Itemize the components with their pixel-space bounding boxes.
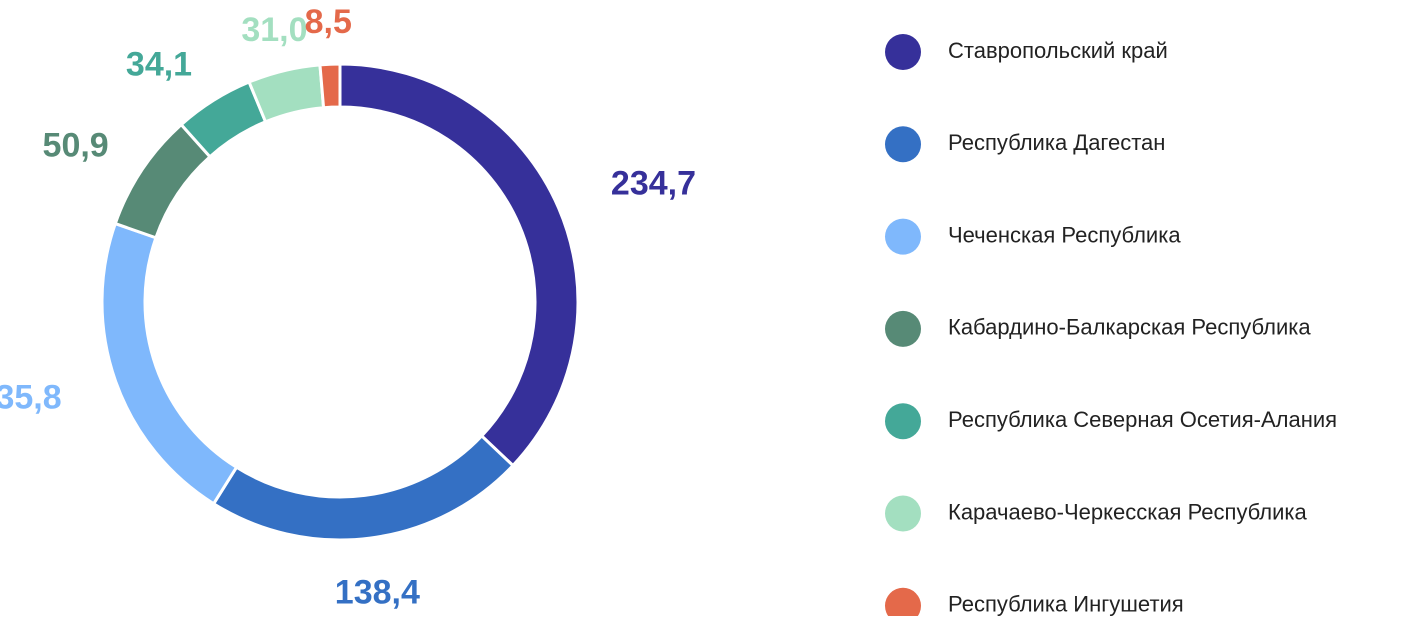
legend-marker	[885, 403, 921, 440]
value-label: 138,4	[335, 574, 420, 612]
value-label: 31,0	[241, 11, 307, 49]
value-label: 135,8	[0, 379, 62, 417]
legend-label: Республика Дагестан	[948, 130, 1165, 155]
legend-label: Республика Северная Осетия-Алания	[948, 407, 1337, 432]
legend-label: Ставропольский край	[948, 38, 1168, 63]
legend-label: Республика Ингушетия	[948, 592, 1184, 616]
donut-segment	[338, 62, 580, 468]
legend-marker	[885, 310, 921, 347]
legend-label: Кабардино-Балкарская Республика	[948, 315, 1311, 340]
legend-marker	[885, 34, 921, 70]
donut-segment	[211, 433, 516, 542]
value-label: 34,1	[126, 46, 192, 84]
legend-marker	[885, 218, 921, 255]
legend-marker	[885, 495, 921, 532]
donut-segment	[100, 221, 239, 506]
legend-marker	[885, 126, 921, 163]
donut-segment	[318, 62, 342, 110]
value-label: 8,5	[305, 3, 352, 41]
legend-marker	[885, 587, 921, 621]
value-label: 50,9	[43, 127, 109, 165]
value-label: 234,7	[611, 164, 696, 202]
legend-label: Чеченская Республика	[948, 222, 1181, 247]
legend-label: Карачаево-Черкесская Республика	[948, 499, 1308, 524]
